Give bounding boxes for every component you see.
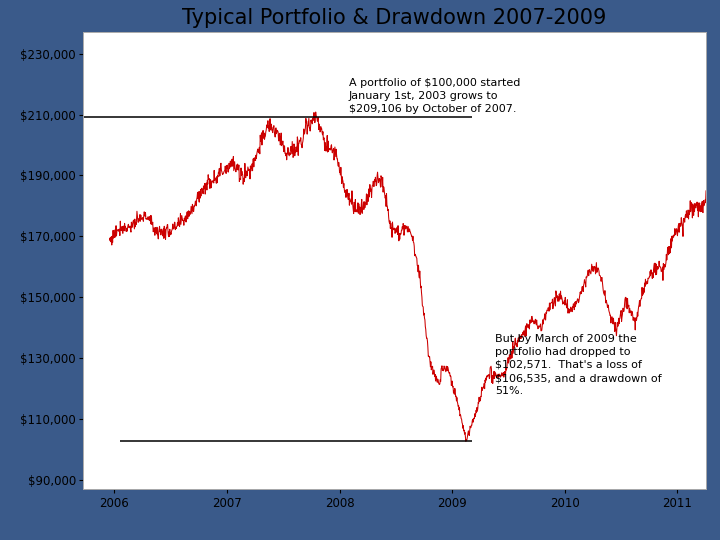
Text: But by March of 2009 the
portfolio had dropped to
$102,571.  That's a loss of
$1: But by March of 2009 the portfolio had d… (495, 334, 662, 396)
Text: A portfolio of $100,000 started
January 1st, 2003 grows to
$209,106 by October o: A portfolio of $100,000 started January … (348, 78, 520, 114)
Title: Typical Portfolio & Drawdown 2007-2009: Typical Portfolio & Drawdown 2007-2009 (182, 8, 606, 28)
